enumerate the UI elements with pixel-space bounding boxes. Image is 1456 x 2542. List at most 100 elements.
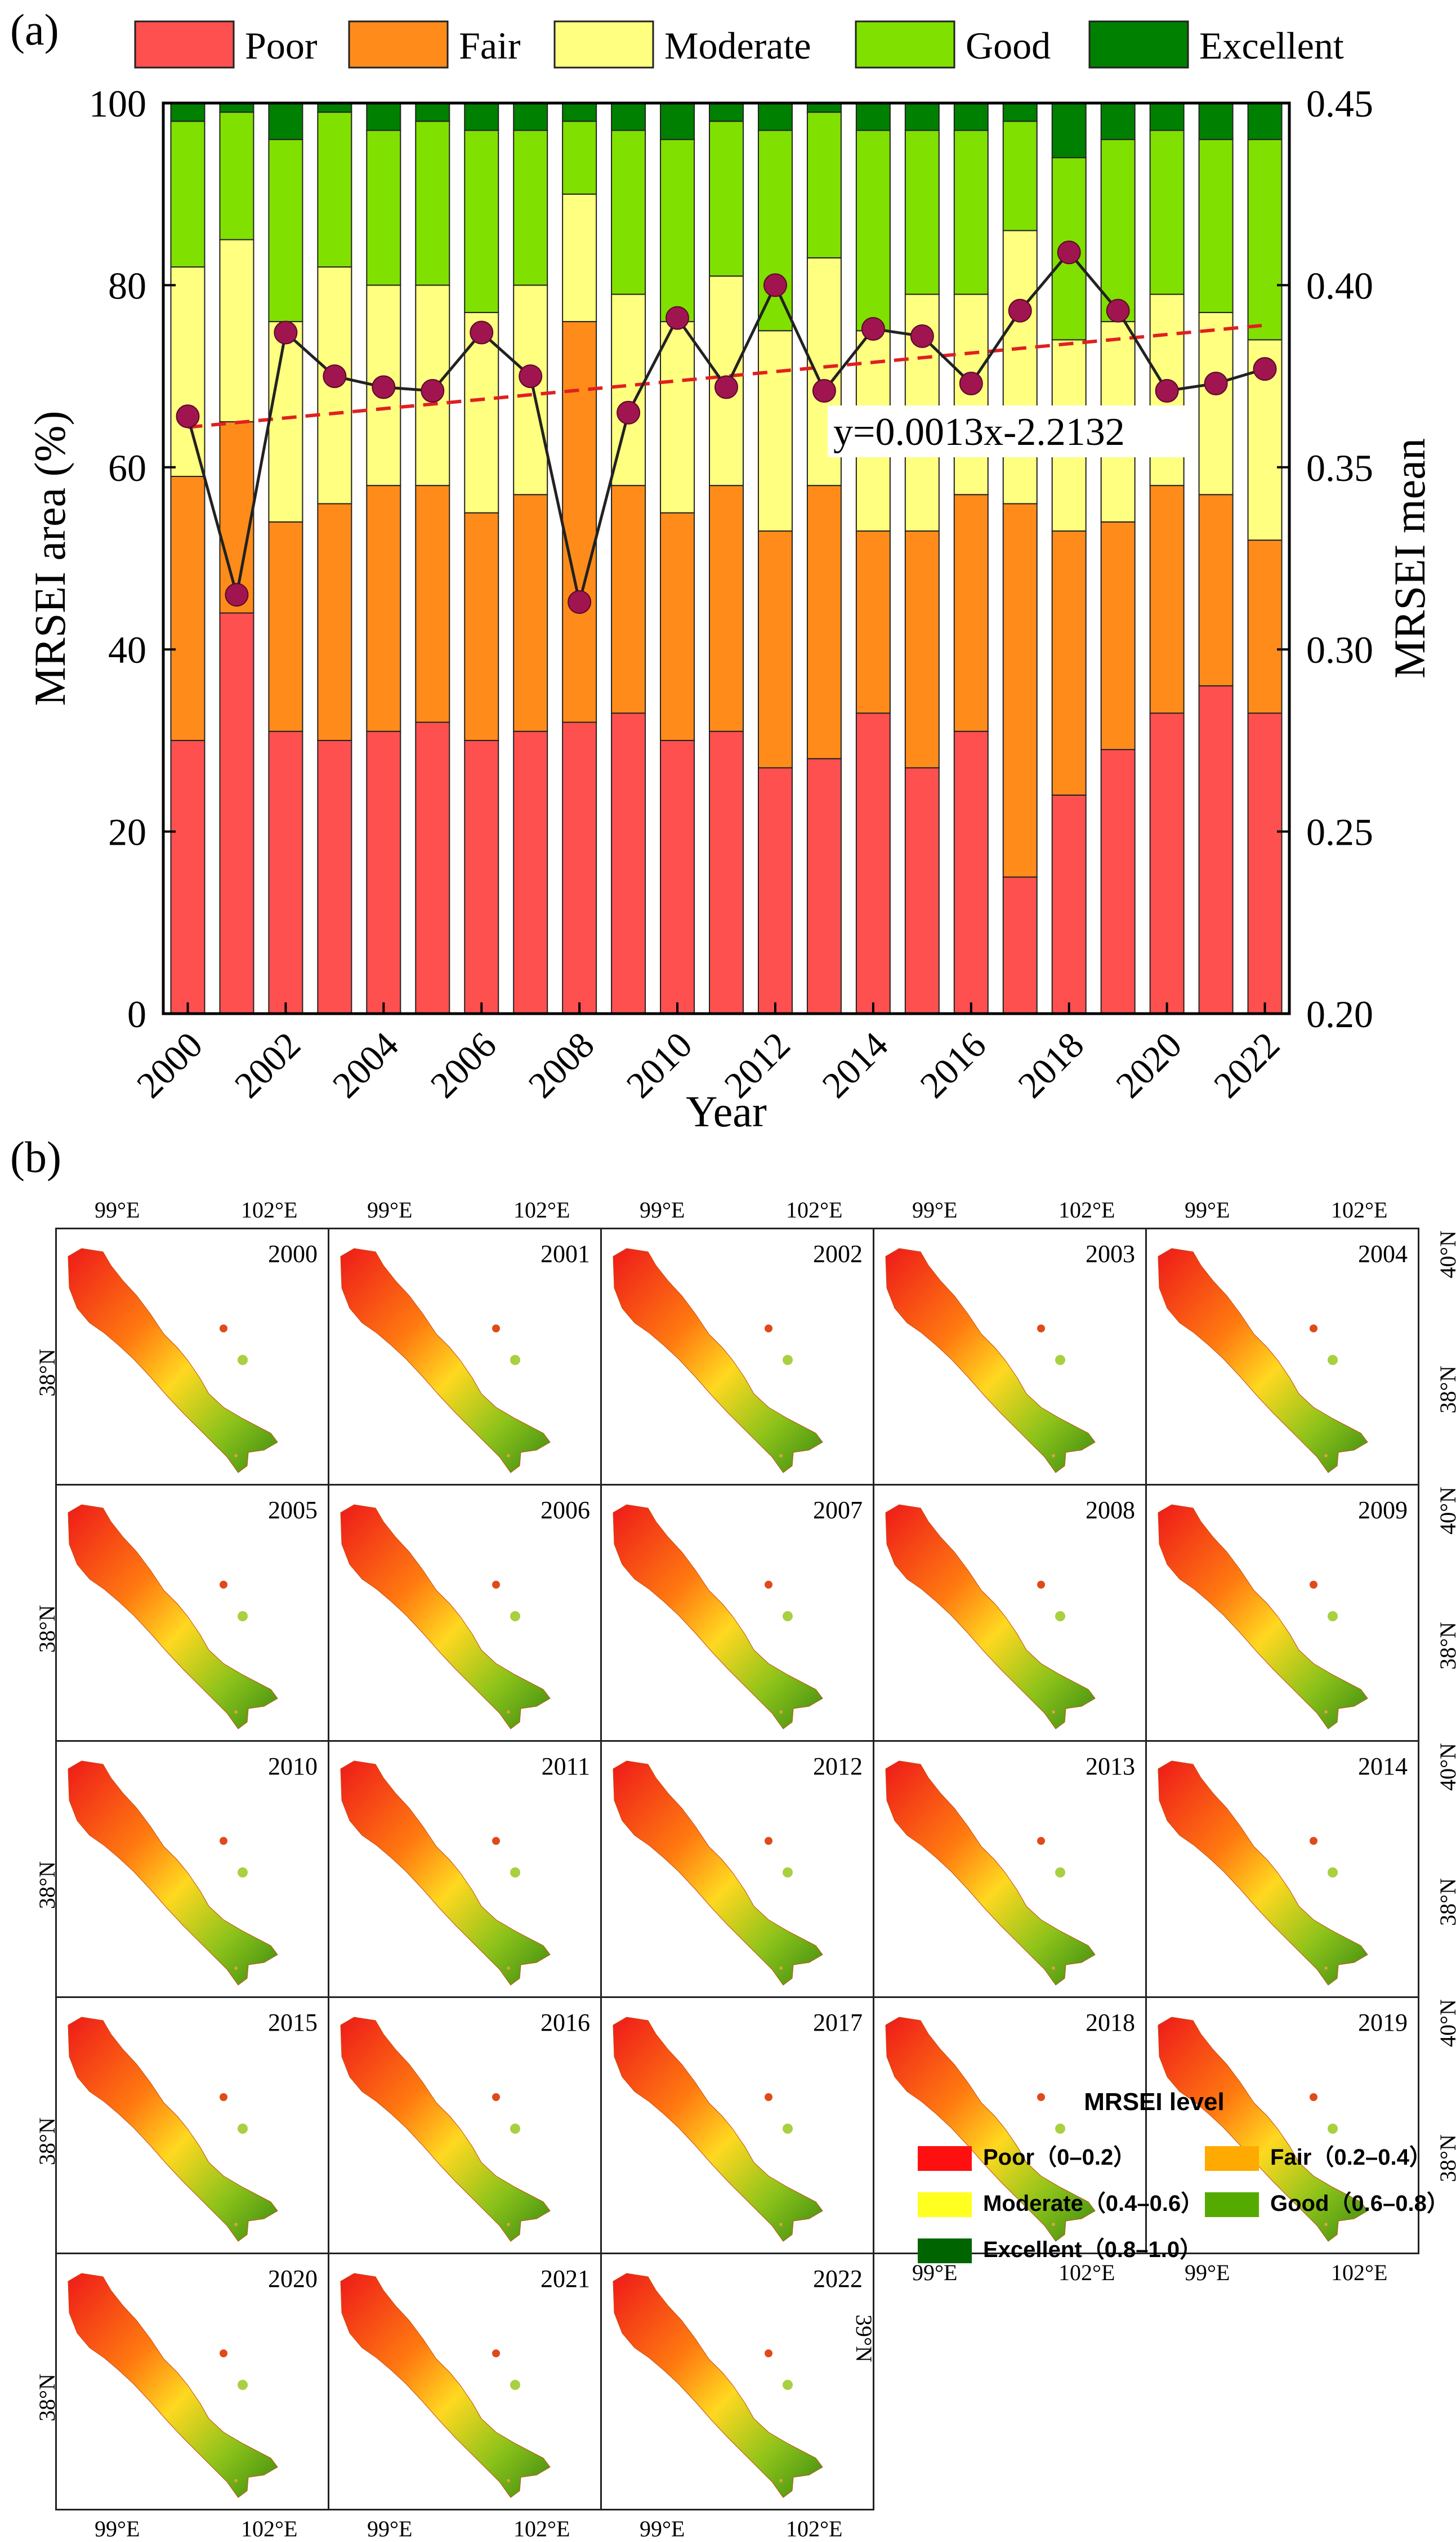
- legend-swatch-excellent: [1088, 20, 1189, 69]
- lon-label-top: 102°E: [241, 1197, 298, 1223]
- map-year-label: 2018: [1086, 2009, 1135, 2036]
- map-2000: 2000: [55, 1228, 329, 1486]
- legend-item-moderate: Moderate（0.4–0.6）: [918, 2185, 1203, 2218]
- mean-point-2017: [1008, 298, 1032, 323]
- bar-poor-2005: [415, 721, 450, 1015]
- map-2012: 2012: [600, 1740, 874, 1998]
- legend-item-fair: Fair（0.2–0.4）: [1205, 2139, 1432, 2171]
- lat-label-right-38: 38°N: [1435, 2134, 1456, 2182]
- bar-moderate-2021: [1198, 311, 1234, 496]
- bar-poor-2000: [170, 739, 206, 1015]
- map-2009: 2009: [1145, 1484, 1419, 1742]
- legend-title: MRSEI level: [1084, 2088, 1225, 2116]
- map-year-label: 2004: [1358, 1240, 1408, 1268]
- bar-poor-2010: [660, 739, 695, 1015]
- y-tick-label: 40: [108, 628, 146, 671]
- bar-fair-2016: [953, 494, 989, 732]
- map-year-label: 2001: [541, 1240, 590, 1268]
- lat-label-left: 38°N: [34, 1605, 60, 1653]
- map-year-label: 2007: [813, 1496, 863, 1524]
- lon-label-top: 99°E: [1185, 1197, 1230, 1223]
- y2-axis-title: MRSEI mean: [1385, 438, 1434, 679]
- lon-label-top: 102°E: [786, 1197, 843, 1223]
- lon-label-bottom: 99°E: [640, 2516, 685, 2541]
- bar-good-2016: [953, 130, 989, 295]
- mean-point-2008: [568, 590, 592, 614]
- bar-fair-2005: [415, 485, 450, 723]
- bar-fair-2003: [317, 503, 352, 741]
- mean-point-2014: [861, 317, 885, 341]
- y-tick-label: 60: [108, 447, 146, 489]
- map-year-label: 2009: [1358, 1496, 1408, 1524]
- bar-good-2004: [366, 130, 401, 286]
- bar-fair-2013: [806, 485, 842, 760]
- map-2007: 2007: [600, 1484, 874, 1742]
- bar-excellent-2010: [660, 102, 695, 140]
- legend-label-poor: Poor（0–0.2）: [983, 2145, 1136, 2170]
- lon-label-top: 99°E: [912, 1197, 958, 1223]
- bar-poor-2020: [1149, 712, 1185, 1014]
- lon-label-bottom: 99°E: [1185, 2260, 1230, 2285]
- lat-label-right-40: 40°N: [1435, 1743, 1456, 1791]
- y-tick-label: 20: [108, 811, 146, 854]
- bar-poor-2004: [366, 730, 401, 1014]
- bar-excellent-2006: [464, 102, 499, 131]
- bar-fair-2015: [904, 530, 940, 769]
- mean-point-2011: [714, 375, 738, 399]
- mean-point-2000: [176, 404, 200, 429]
- legend-swatch-poor: [918, 2146, 972, 2171]
- bar-excellent-2017: [1002, 102, 1038, 122]
- map-2008: 2008: [873, 1484, 1147, 1742]
- map-year-label: 2005: [268, 1496, 318, 1524]
- lon-label-bottom: 102°E: [1058, 2260, 1115, 2285]
- legend-label-moderate: Moderate: [664, 24, 811, 67]
- mean-point-2013: [812, 378, 836, 403]
- lat-label-right-38: 38°N: [1435, 1878, 1456, 1926]
- lat-label-left: 38°N: [34, 2374, 60, 2421]
- lat-label-left: 38°N: [34, 1861, 60, 1909]
- bar-fair-2018: [1051, 530, 1087, 796]
- y2-tick-label: 0.35: [1306, 447, 1373, 489]
- mean-point-2018: [1057, 240, 1081, 265]
- mean-point-2009: [617, 400, 641, 425]
- mean-point-2003: [323, 364, 347, 389]
- bar-poor-2021: [1198, 685, 1234, 1014]
- bar-good-2007: [513, 130, 548, 286]
- mean-point-2019: [1106, 298, 1130, 323]
- legend-label-excellent: Excellent: [1199, 24, 1344, 67]
- legend-label-good: Good（0.6–0.8）: [1270, 2191, 1449, 2216]
- map-year-label: 2019: [1358, 2009, 1408, 2036]
- lon-label-bottom: 99°E: [95, 2516, 140, 2541]
- plot-frame: [162, 101, 1291, 1015]
- map-2021: 2021: [328, 2253, 602, 2510]
- bar-moderate-2008: [562, 193, 597, 323]
- bar-good-2014: [855, 130, 891, 332]
- bar-excellent-2005: [415, 102, 450, 122]
- bar-good-2022: [1247, 139, 1283, 341]
- map-year-label: 2021: [541, 2265, 590, 2293]
- bar-excellent-2022: [1247, 102, 1283, 140]
- bar-good-2017: [1002, 121, 1038, 231]
- map-2015: 2015: [55, 1996, 329, 2254]
- lon-label-bottom: 99°E: [912, 2260, 958, 2285]
- lon-label-top: 102°E: [513, 1197, 570, 1223]
- lon-label-bottom: 102°E: [786, 2516, 843, 2541]
- bar-fair-2001: [219, 421, 254, 614]
- bar-fair-2020: [1149, 485, 1185, 714]
- lon-label-top: 102°E: [1058, 1197, 1115, 1223]
- legend-swatch-moderate: [553, 20, 654, 69]
- y-axis-title: MRSEI area (%): [25, 411, 74, 706]
- bar-excellent-2019: [1100, 102, 1136, 140]
- mrsei-level-legend: MRSEI level Poor（0–0.2） Fair（0.2–0.4） Mo…: [901, 2084, 1449, 2320]
- x-axis-title: Year: [686, 1087, 767, 1136]
- map-2001: 2001: [328, 1228, 602, 1486]
- map-2010: 2010: [55, 1740, 329, 1998]
- map-year-label: 2011: [541, 1752, 590, 1780]
- map-year-label: 2020: [268, 2265, 318, 2293]
- map-year-label: 2002: [813, 1240, 863, 1268]
- y2-tick-label: 0.25: [1306, 811, 1373, 854]
- map-year-label: 2016: [541, 2009, 590, 2036]
- lat-label-right-40: 40°N: [1435, 1487, 1456, 1535]
- lon-label-bottom: 102°E: [241, 2516, 298, 2541]
- map-year-label: 2017: [813, 2009, 863, 2036]
